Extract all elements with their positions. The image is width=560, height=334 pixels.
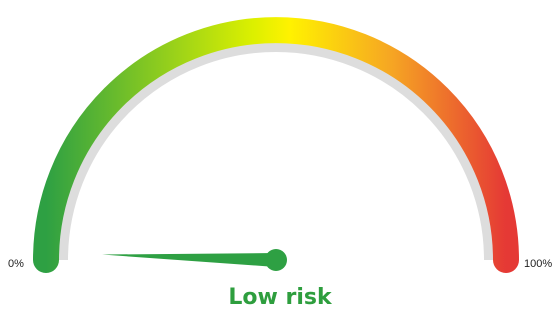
gauge-min-label: 0% <box>8 258 24 270</box>
gauge-max-label: 100% <box>524 258 552 270</box>
gauge-color-arc <box>33 17 519 273</box>
gauge-needle-hub <box>265 249 287 271</box>
gauge-needle <box>102 253 277 267</box>
risk-status-label: Low risk <box>228 285 333 310</box>
gauge-track-arc <box>56 40 496 261</box>
